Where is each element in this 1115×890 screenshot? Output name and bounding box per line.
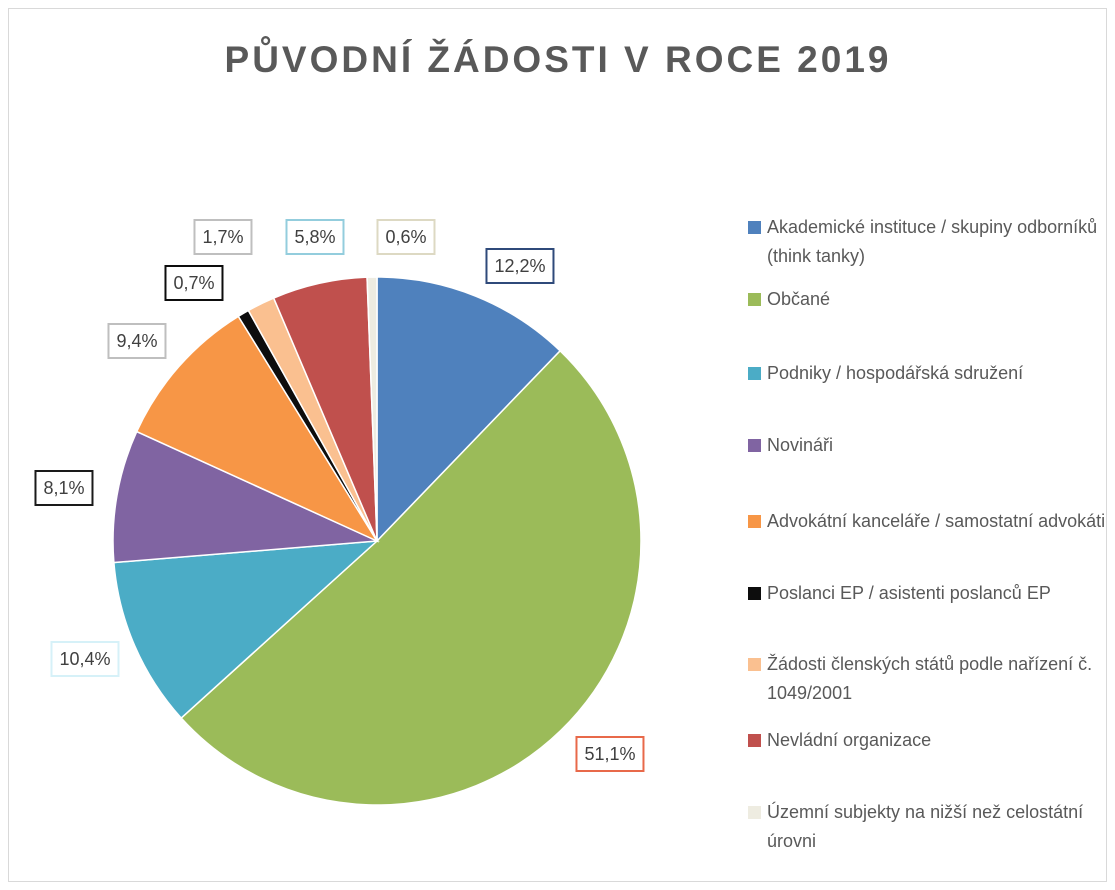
data-label: 8,1%: [34, 470, 94, 506]
legend-swatch: [748, 734, 761, 747]
legend-item: Podniky / hospodářská sdružení: [748, 359, 1108, 388]
legend-swatch: [748, 515, 761, 528]
data-label: 0,6%: [376, 219, 436, 255]
legend-item: Občané: [748, 285, 1108, 314]
legend-label: Nevládní organizace: [767, 730, 932, 750]
chart-title: PŮVODNÍ ŽÁDOSTI V ROCE 2019: [225, 35, 892, 80]
legend-swatch: [748, 587, 761, 600]
pie-slice: [135, 315, 379, 543]
legend-label: Poslanci EP / asistenti poslanců EP: [767, 583, 1051, 603]
data-label: 1,7%: [193, 219, 253, 255]
legend-swatch: [748, 806, 761, 819]
pie-slice: [112, 430, 380, 564]
data-label: 12,2%: [485, 248, 555, 284]
pie-slice: [113, 540, 380, 720]
pie-slice: [366, 276, 378, 542]
legend-label: Žádosti členských států podle nařízení č…: [767, 654, 1093, 703]
legend-label: Akademické instituce / skupiny odborníků…: [767, 217, 1098, 266]
data-label: 10,4%: [50, 641, 120, 677]
pie-slice: [180, 349, 642, 806]
data-label: 51,1%: [575, 736, 645, 772]
legend-item: Advokátní kanceláře / samostatní advokát…: [748, 507, 1108, 536]
data-label: 9,4%: [107, 323, 167, 359]
data-label: 0,7%: [164, 265, 224, 301]
legend-item: Akademické instituce / skupiny odborníků…: [748, 213, 1108, 271]
pie-slice: [376, 276, 562, 543]
legend-swatch: [748, 439, 761, 452]
legend-swatch: [748, 658, 761, 671]
data-label: 5,8%: [285, 219, 345, 255]
legend-item: Poslanci EP / asistenti poslanců EP: [748, 579, 1108, 608]
legend-label: Novináři: [767, 435, 834, 455]
legend-swatch: [748, 221, 761, 234]
legend-item: Územní subjekty na nižší než celostátní …: [748, 798, 1108, 856]
legend-swatch: [748, 367, 761, 380]
legend-item: Novináři: [748, 431, 1108, 460]
legend-label: Advokátní kanceláře / samostatní advokát…: [767, 511, 1106, 531]
legend-label: Územní subjekty na nižší než celostátní …: [767, 802, 1084, 851]
legend-label: Podniky / hospodářská sdružení: [767, 363, 1024, 383]
legend-item: Nevládní organizace: [748, 726, 1108, 755]
legend-swatch: [748, 293, 761, 306]
legend-item: Žádosti členských států podle nařízení č…: [748, 650, 1108, 708]
legend-label: Občané: [767, 289, 831, 309]
